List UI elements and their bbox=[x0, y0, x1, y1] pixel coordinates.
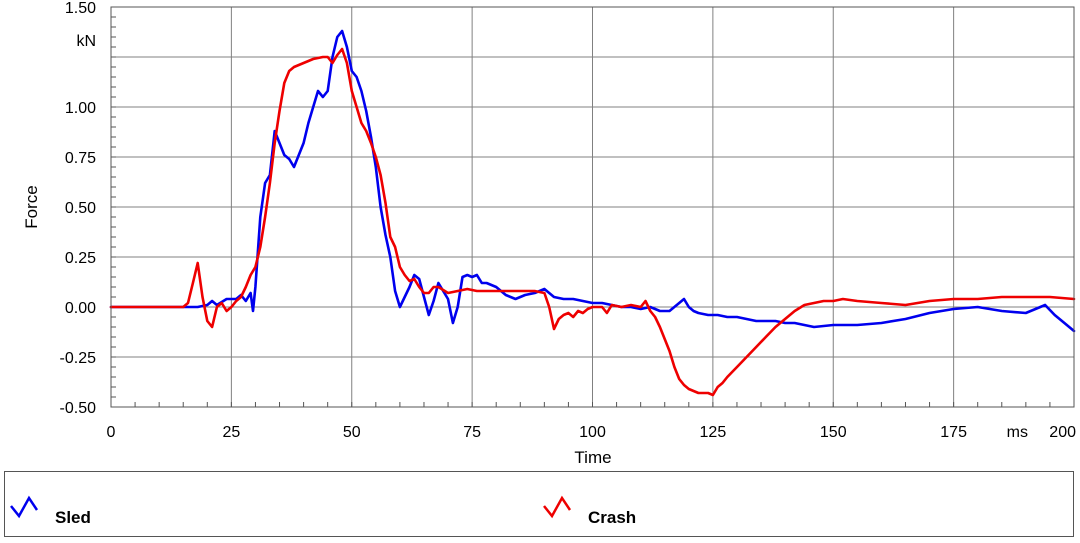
series-line-sled bbox=[109, 29, 1076, 333]
x-tick-label: 200 bbox=[1049, 424, 1076, 441]
x-tick-label: 100 bbox=[579, 424, 606, 441]
y-tick-label: 0.75 bbox=[65, 150, 96, 167]
y-tick-label: 0.00 bbox=[65, 300, 96, 317]
legend-label-sled: Sled bbox=[55, 508, 91, 527]
x-tick-label: 25 bbox=[222, 424, 240, 441]
legend: Sled Crash bbox=[4, 471, 1074, 537]
y-tick-labels: -0.50 -0.25 0.00 0.25 0.50 0.75 1.00 1.50 bbox=[60, 0, 97, 417]
y-tick-label: 0.50 bbox=[65, 200, 96, 217]
series-line-crash bbox=[109, 47, 1076, 397]
plot-frame bbox=[110, 6, 1075, 408]
y-tick-label: -0.25 bbox=[60, 350, 97, 367]
x-tick-label: 50 bbox=[343, 424, 361, 441]
x-axis-title: Time bbox=[574, 448, 611, 467]
y-tick-label: 0.25 bbox=[65, 250, 96, 267]
y-axis-title: Force bbox=[22, 185, 41, 228]
sled-line-icon bbox=[10, 495, 39, 519]
y-tick-label: 1.00 bbox=[65, 100, 96, 117]
x-tick-label: 75 bbox=[463, 424, 481, 441]
y-unit-label: kN bbox=[76, 33, 96, 50]
crash-line-icon bbox=[543, 495, 572, 519]
x-unit-label: ms bbox=[1007, 424, 1028, 441]
x-tick-label: 0 bbox=[107, 424, 116, 441]
series-layer bbox=[109, 29, 1076, 397]
minor-ticks bbox=[110, 6, 1075, 408]
x-tick-label: 175 bbox=[940, 424, 967, 441]
x-tick-labels: 0 25 50 75 100 125 150 175 200 bbox=[107, 424, 1077, 441]
y-tick-label: -0.50 bbox=[60, 400, 97, 417]
y-tick-label: 1.50 bbox=[65, 0, 96, 17]
x-tick-label: 150 bbox=[820, 424, 847, 441]
x-tick-label: 125 bbox=[700, 424, 727, 441]
legend-label-crash: Crash bbox=[588, 508, 637, 527]
force-time-chart: -0.50 -0.25 0.00 0.25 0.50 0.75 1.00 1.50 0 25 50… bbox=[22, 0, 1077, 467]
